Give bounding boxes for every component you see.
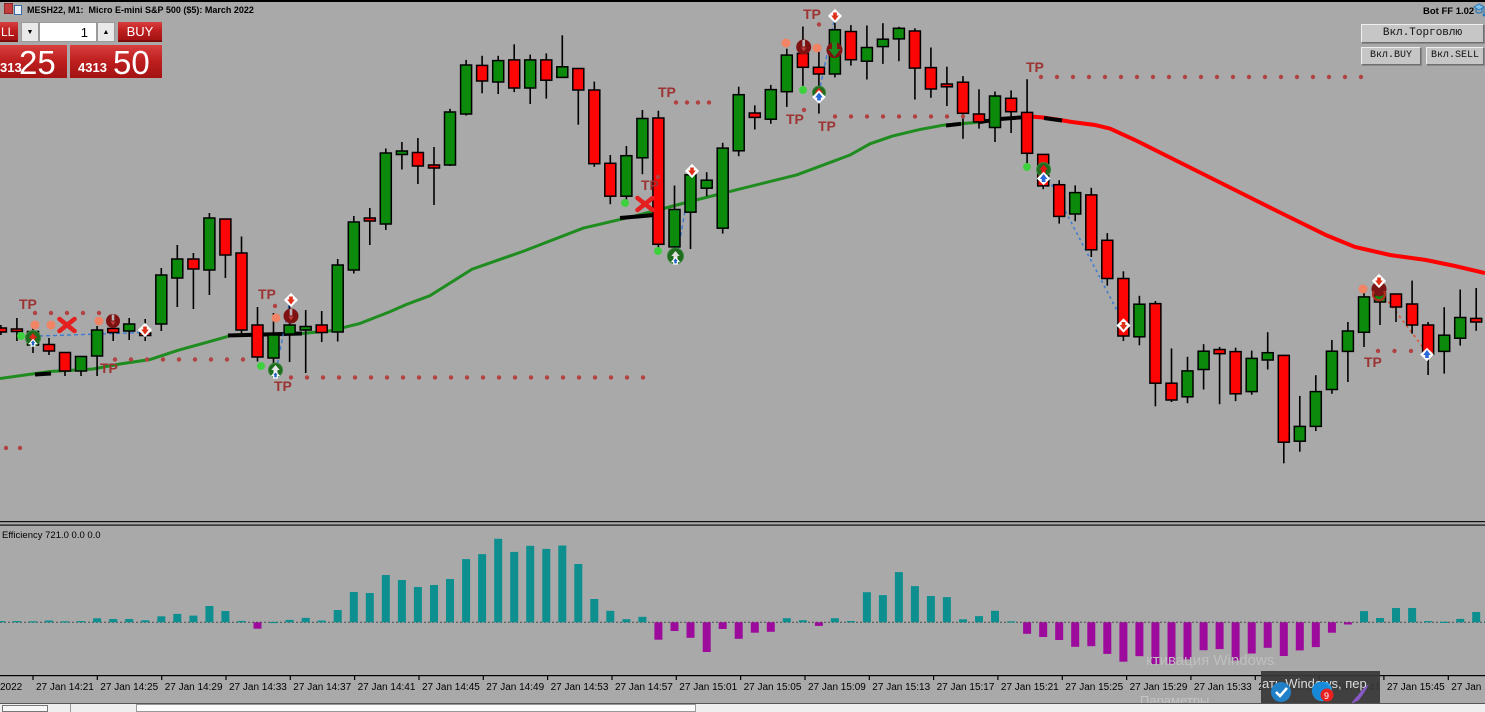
svg-text:TP: TP <box>786 111 804 127</box>
svg-text:27 Jan 14:29: 27 Jan 14:29 <box>165 682 223 693</box>
svg-text:27 Jan 15:49: 27 Jan 15:49 <box>1451 682 1485 693</box>
svg-text:27 Jan 15:25: 27 Jan 15:25 <box>1065 682 1123 693</box>
svg-text:27 Jan 14:33: 27 Jan 14:33 <box>229 682 287 693</box>
svg-text:27 Jan 15:09: 27 Jan 15:09 <box>808 682 866 693</box>
svg-text:2022: 2022 <box>0 682 23 693</box>
svg-text:27 Jan 14:21: 27 Jan 14:21 <box>36 682 94 693</box>
svg-text:27 Jan 15:45: 27 Jan 15:45 <box>1387 682 1445 693</box>
svg-text:27 Jan 14:45: 27 Jan 14:45 <box>422 682 480 693</box>
svg-text:27 Jan 14:57: 27 Jan 14:57 <box>615 682 673 693</box>
svg-text:27 Jan 15:21: 27 Jan 15:21 <box>1001 682 1059 693</box>
svg-text:27 Jan 14:53: 27 Jan 14:53 <box>551 682 609 693</box>
svg-text:TP: TP <box>1364 354 1382 370</box>
svg-text:TP: TP <box>274 378 292 394</box>
svg-text:TP: TP <box>1026 59 1044 75</box>
svg-text:9: 9 <box>1324 691 1329 701</box>
svg-text:27 Jan 15:29: 27 Jan 15:29 <box>1130 682 1188 693</box>
svg-text:27 Jan 15:05: 27 Jan 15:05 <box>744 682 802 693</box>
svg-text:TP: TP <box>641 177 659 193</box>
svg-text:TP: TP <box>803 6 821 22</box>
svg-text:27 Jan 15:33: 27 Jan 15:33 <box>1194 682 1252 693</box>
svg-text:27 Jan 15:17: 27 Jan 15:17 <box>937 682 995 693</box>
svg-text:27 Jan 15:01: 27 Jan 15:01 <box>679 682 737 693</box>
svg-text:TP: TP <box>258 286 276 302</box>
svg-text:TP: TP <box>19 296 37 312</box>
svg-text:27 Jan 14:49: 27 Jan 14:49 <box>486 682 544 693</box>
svg-text:27 Jan 15:13: 27 Jan 15:13 <box>872 682 930 693</box>
svg-text:27 Jan 14:37: 27 Jan 14:37 <box>293 682 351 693</box>
svg-text:TP: TP <box>658 84 676 100</box>
svg-text:TP: TP <box>818 118 836 134</box>
svg-text:27 Jan 14:41: 27 Jan 14:41 <box>358 682 416 693</box>
svg-text:TP: TP <box>100 360 118 376</box>
svg-text:27 Jan 14:25: 27 Jan 14:25 <box>100 682 158 693</box>
